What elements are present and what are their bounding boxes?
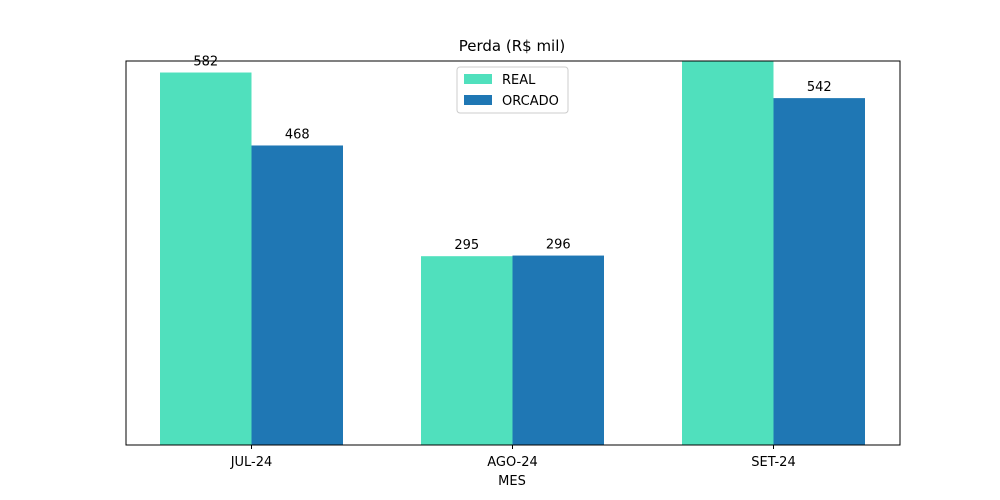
x-tick-label-set-24: SET-24 (751, 455, 795, 470)
bar-real-set-24 (682, 61, 774, 445)
chart-title: Perda (R$ mil) (459, 37, 566, 55)
x-tick-label-jul-24: JUL-24 (230, 455, 273, 470)
data-label-real-jul-24: 582 (193, 55, 218, 70)
legend-swatch-real (464, 74, 492, 84)
data-label-orcado-set-24: 542 (807, 80, 832, 95)
data-label-orcado-jul-24: 468 (285, 127, 310, 142)
bar-real-jul-24 (160, 72, 252, 445)
x-axis-label: MES (498, 474, 526, 489)
legend-swatch-orcado (464, 95, 492, 105)
legend-label-real: REAL (502, 73, 536, 88)
bar-orcado-jul-24 (251, 145, 343, 445)
bar-real-ago-24 (421, 256, 513, 445)
bar-orcado-ago-24 (512, 255, 604, 445)
bar-orcado-set-24 (773, 98, 865, 445)
x-tick-label-ago-24: AGO-24 (487, 455, 538, 470)
legend-label-orcado: ORCADO (502, 94, 559, 109)
legend: REAL ORCADO (456, 66, 569, 114)
data-label-real-ago-24: 295 (454, 238, 479, 253)
plot-area: 582 468 295 296 542 JUL-24 AGO-24 SET-24 (125, 55, 901, 470)
data-label-orcado-ago-24: 296 (546, 238, 571, 253)
